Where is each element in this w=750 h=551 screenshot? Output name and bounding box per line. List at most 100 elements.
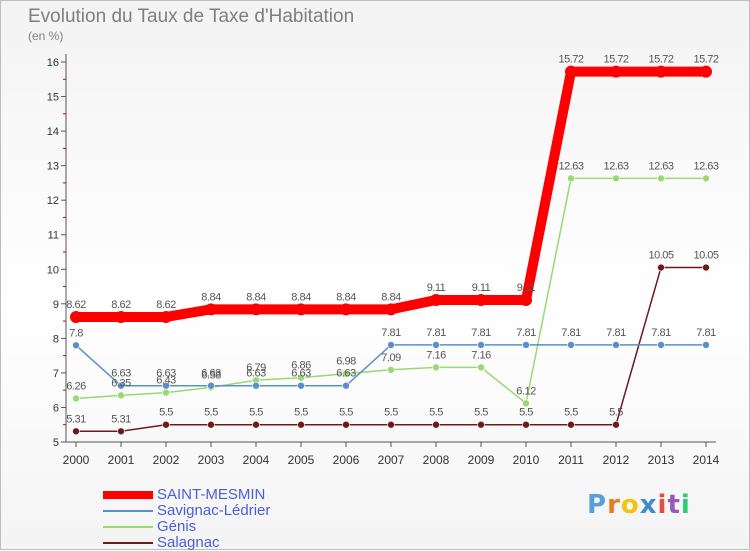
data-label: 6.63 [246,368,266,380]
data-label: 7.16 [471,349,491,361]
data-label: 5.5 [474,407,488,419]
legend-swatch [103,510,153,512]
data-point [702,341,710,349]
data-point [477,341,485,349]
data-point [162,420,170,429]
data-label: 7.81 [426,327,446,339]
data-point [655,65,667,78]
data-label: 9.11 [472,282,491,294]
data-point [657,341,665,349]
data-label: 6.79 [246,362,266,374]
y-tick-label: 12 [47,195,59,207]
data-label: 8.62 [156,299,176,311]
data-label: 5.31 [66,413,86,425]
data-point [162,381,170,390]
x-tick-label: 2000 [63,453,90,467]
y-tick-label: 9 [53,299,59,311]
data-label: 5.5 [339,407,353,419]
logo-letter: o [620,490,640,520]
data-label: 7.09 [381,352,401,364]
data-point [115,310,127,323]
legend-item: Génis [101,519,401,535]
data-label: 7.81 [606,327,626,339]
x-tick-label: 2011 [558,453,584,467]
data-label: 6.63 [156,368,176,380]
data-label: 5.5 [204,407,218,419]
data-point [70,310,82,323]
data-label: 7.81 [381,327,401,339]
data-point [162,388,170,397]
data-label: 15.72 [558,54,583,66]
data-label: 8.84 [246,291,266,303]
data-point [475,294,487,307]
data-point [522,341,530,349]
data-point [117,427,125,436]
x-tick-label: 2010 [513,453,540,467]
y-tick-label: 13 [47,161,59,173]
logo-letter: P [587,490,608,520]
data-label: 10.05 [648,250,673,262]
y-tick-label: 10 [47,264,59,276]
data-point [387,365,395,374]
data-point [612,420,620,429]
chart-legend: SAINT-MESMIN Savignac-Lédrier Génis Salagna… [101,487,401,551]
data-point [340,303,352,316]
data-point [432,363,440,372]
data-point [297,420,305,429]
legend-label: Génis [157,518,197,535]
data-label: 5.5 [429,407,443,419]
data-label: 6.63 [111,368,131,380]
y-tick-label: 8 [53,333,59,345]
data-point [567,420,575,429]
x-tick-label: 2002 [153,453,180,467]
y-tick-label: 15 [47,92,59,104]
legend-label: Salagnac [157,534,220,551]
data-point [567,174,575,183]
data-label: 7.81 [696,327,716,339]
data-point [522,399,530,408]
data-label: 8.62 [111,299,131,311]
data-point [522,420,530,429]
data-label: 5.5 [519,407,533,419]
data-label: 6.63 [291,368,311,380]
data-point [342,381,350,390]
data-point [432,341,440,349]
data-label: 6.63 [201,368,221,380]
data-point [297,381,305,390]
x-tick-label: 2009 [468,453,495,467]
data-point [610,65,622,78]
x-tick-label: 2004 [243,453,270,467]
data-point [207,381,215,390]
x-tick-label: 2001 [108,453,135,467]
y-tick-label: 16 [47,57,59,69]
data-label: 12.63 [558,160,583,172]
data-point [72,394,80,403]
y-tick-label: 7 [53,368,59,380]
proxiti-logo: Proxiti [587,490,691,520]
data-label: 5.5 [564,407,578,419]
data-label: 8.84 [291,291,311,303]
data-label: 15.72 [648,54,673,66]
data-label: 12.63 [693,160,718,172]
y-tick-label: 5 [53,437,59,449]
data-label: 5.5 [159,407,173,419]
data-label: 8.84 [336,291,356,303]
x-tick-label: 2008 [423,453,450,467]
data-label: 9.11 [427,282,446,294]
series-line-0 [76,66,706,322]
data-point [250,303,262,316]
data-point [117,381,125,390]
x-tick-label: 2005 [288,453,315,467]
legend-swatch [103,542,153,544]
data-point [657,174,665,183]
legend-label: Savignac-Lédrier [157,502,271,519]
data-point [612,341,620,349]
data-point [432,420,440,429]
data-label: 5.5 [609,407,623,419]
data-label: 10.05 [693,250,718,262]
x-tick-label: 2013 [648,453,675,467]
data-label: 5.31 [111,413,131,425]
logo-letter: r [607,490,621,520]
data-label: 6.58 [201,369,221,381]
data-label: 6.35 [111,377,131,389]
